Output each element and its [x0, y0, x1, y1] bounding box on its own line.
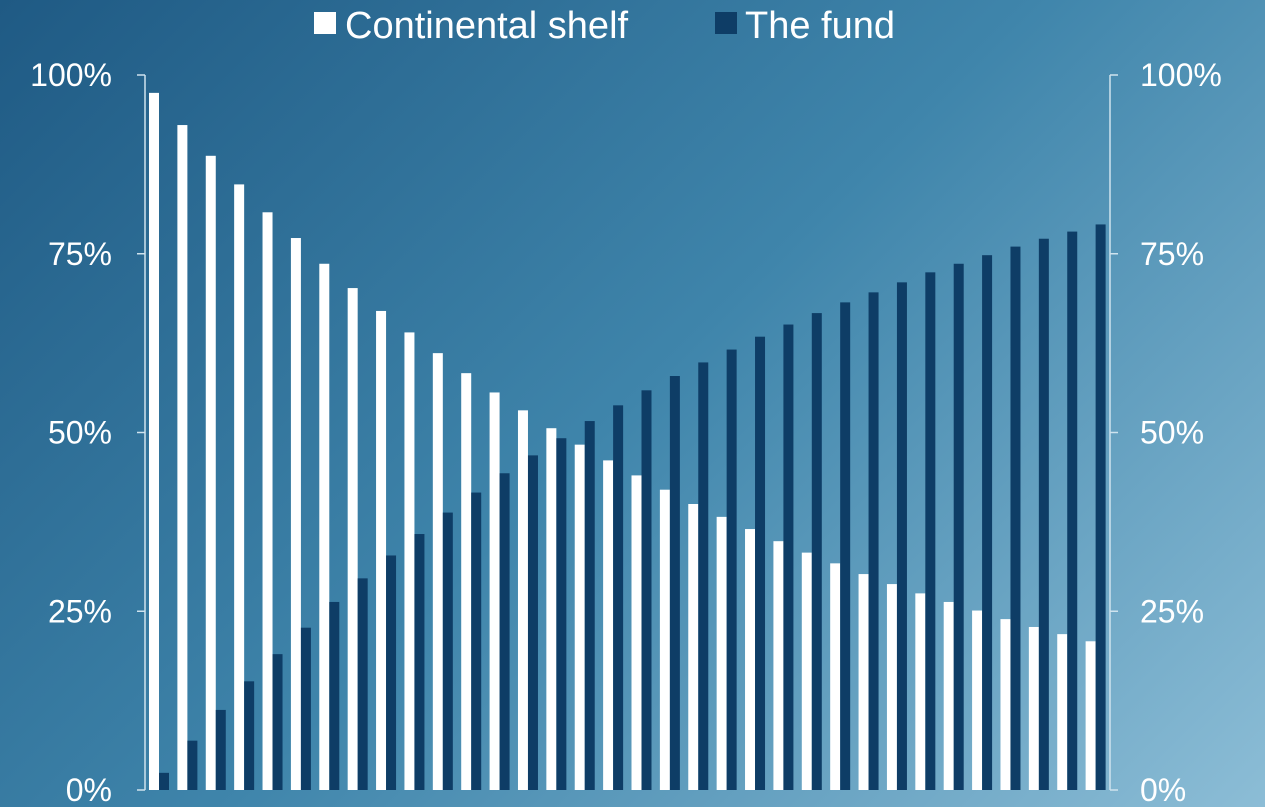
bar-continental-shelf	[773, 541, 784, 790]
bar-the-fund	[499, 473, 510, 790]
bar-the-fund	[811, 313, 822, 790]
bar-the-fund	[896, 282, 907, 790]
bar-continental-shelf	[603, 460, 614, 790]
bar-the-fund	[414, 534, 425, 790]
bar-the-fund	[556, 438, 567, 790]
bar-continental-shelf	[886, 584, 897, 790]
bar-the-fund	[300, 627, 311, 790]
bar-the-fund	[386, 555, 397, 790]
bar-the-fund	[1038, 238, 1049, 791]
bar-continental-shelf	[972, 610, 983, 790]
bar-the-fund	[1095, 224, 1106, 790]
bar-continental-shelf	[716, 516, 727, 790]
bar-the-fund	[1010, 246, 1021, 791]
bar-the-fund	[726, 349, 737, 790]
bar-continental-shelf	[461, 373, 472, 790]
right-tick-label: 75%	[1140, 236, 1204, 272]
bar-the-fund	[329, 601, 340, 790]
bar-continental-shelf	[404, 332, 415, 790]
bar-continental-shelf	[177, 125, 188, 791]
legend-swatch-the-fund	[715, 12, 737, 34]
bar-the-fund	[357, 578, 368, 790]
legend-label-the-fund: The fund	[745, 5, 895, 47]
bar-the-fund	[669, 376, 680, 790]
bar-continental-shelf	[432, 353, 443, 790]
bar-the-fund	[755, 336, 766, 790]
bar-continental-shelf	[149, 92, 159, 790]
series-continental-shelf	[149, 92, 1096, 791]
bar-the-fund	[953, 263, 964, 790]
bar-the-fund	[272, 654, 283, 790]
bar-the-fund	[641, 390, 652, 790]
legend-swatch-continental-shelf	[314, 12, 336, 34]
bar-the-fund	[159, 772, 169, 790]
bar-the-fund	[471, 492, 482, 790]
bar-continental-shelf	[517, 410, 528, 790]
bar-the-fund	[442, 512, 453, 790]
bar-continental-shelf	[290, 238, 301, 790]
bar-continental-shelf	[205, 155, 216, 791]
bar-continental-shelf	[915, 593, 926, 790]
bar-the-fund	[982, 255, 993, 790]
bar-the-fund	[244, 681, 255, 790]
bar-continental-shelf	[574, 444, 585, 790]
legend-label-continental-shelf: Continental shelf	[345, 5, 629, 47]
left-y-ticks: 0% 25% 50% 75% 100%	[30, 57, 145, 807]
bar-continental-shelf	[1085, 641, 1096, 790]
bar-continental-shelf	[262, 212, 273, 790]
bar-the-fund	[783, 324, 794, 790]
bar-continental-shelf	[858, 574, 869, 790]
bar-the-fund	[187, 740, 198, 790]
legend: Continental shelf The fund	[314, 5, 895, 47]
bar-the-fund	[840, 302, 851, 790]
bar-continental-shelf	[319, 263, 330, 790]
left-tick-label: 100%	[30, 57, 112, 93]
bar-continental-shelf	[745, 529, 756, 790]
bar-the-fund	[527, 455, 538, 790]
bar-the-fund	[698, 362, 709, 790]
bar-continental-shelf	[801, 552, 812, 790]
left-tick-label: 25%	[48, 593, 112, 629]
bar-continental-shelf	[1057, 634, 1068, 790]
bar-the-fund	[584, 421, 595, 790]
bar-continental-shelf	[830, 563, 841, 790]
bar-continental-shelf	[943, 601, 954, 790]
right-tick-label: 100%	[1140, 57, 1222, 93]
bar-continental-shelf	[1000, 619, 1011, 790]
bar-continental-shelf	[659, 489, 670, 790]
bar-the-fund	[925, 272, 936, 791]
bar-continental-shelf	[1028, 626, 1039, 790]
right-tick-label: 50%	[1140, 415, 1204, 451]
bar-continental-shelf	[489, 392, 500, 790]
right-tick-label: 25%	[1140, 593, 1204, 629]
series-the-fund	[159, 224, 1106, 791]
bar-the-fund	[1067, 231, 1078, 790]
bar-the-fund	[215, 709, 226, 790]
bar-continental-shelf	[234, 184, 245, 790]
left-tick-label: 75%	[48, 236, 112, 272]
bar-continental-shelf	[546, 428, 557, 790]
right-tick-label: 0%	[1140, 772, 1186, 807]
left-tick-label: 50%	[48, 415, 112, 451]
left-tick-label: 0%	[66, 772, 112, 807]
bar-continental-shelf	[376, 310, 387, 790]
bar-continental-shelf	[347, 288, 358, 790]
bar-continental-shelf	[688, 504, 699, 790]
bar-continental-shelf	[631, 475, 642, 790]
bar-the-fund	[613, 405, 624, 790]
bar-the-fund	[868, 292, 879, 790]
right-y-ticks: 0% 25% 50% 75% 100%	[1110, 57, 1222, 807]
